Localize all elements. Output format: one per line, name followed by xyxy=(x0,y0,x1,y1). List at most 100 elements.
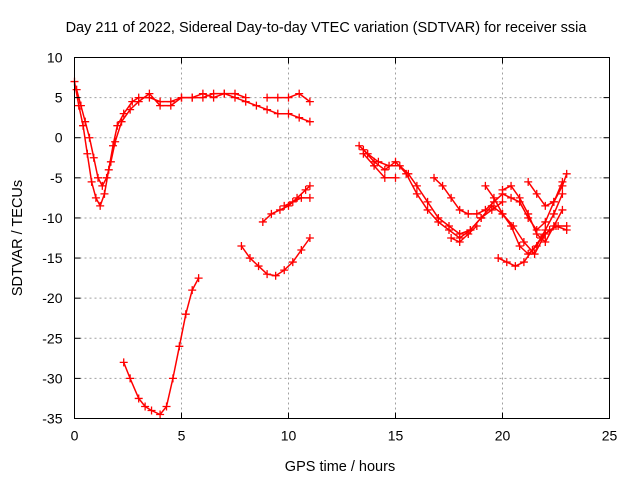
data-point xyxy=(87,177,96,186)
data-point xyxy=(481,205,490,214)
data-series xyxy=(447,221,481,247)
data-series xyxy=(430,173,567,234)
data-point xyxy=(134,97,143,106)
data-point xyxy=(380,165,389,174)
data-point xyxy=(549,197,558,206)
data-point xyxy=(241,93,250,102)
y-tick-label: 10 xyxy=(47,50,63,66)
data-point xyxy=(273,109,282,118)
data-point xyxy=(188,286,197,295)
y-tick-label: -10 xyxy=(42,210,62,226)
data-point xyxy=(498,185,507,194)
x-tick-label: 5 xyxy=(178,428,186,444)
data-point xyxy=(284,93,293,102)
series-trace xyxy=(433,177,564,231)
data-point xyxy=(402,169,411,178)
data-point xyxy=(464,229,473,238)
y-tick-label: -5 xyxy=(50,170,63,186)
data-point xyxy=(81,117,90,126)
data-point xyxy=(447,234,456,242)
data-point xyxy=(177,93,186,102)
data-point xyxy=(472,221,481,230)
data-point xyxy=(85,133,94,142)
data-point xyxy=(245,254,254,263)
data-point xyxy=(370,161,379,170)
y-tick-label: -15 xyxy=(42,250,62,266)
data-point xyxy=(263,270,272,279)
data-point xyxy=(194,274,203,283)
x-tick-label: 0 xyxy=(71,428,79,444)
y-tick-label: 0 xyxy=(55,130,63,146)
y-tick-label: -20 xyxy=(42,290,62,306)
series-trace xyxy=(362,149,503,239)
data-point xyxy=(166,101,175,110)
y-tick-label: 5 xyxy=(55,90,63,106)
data-point xyxy=(156,410,165,419)
data-point xyxy=(147,406,156,415)
data-point xyxy=(198,89,207,98)
data-point xyxy=(267,209,276,218)
data-point xyxy=(288,197,297,206)
data-point xyxy=(305,117,314,126)
data-point xyxy=(295,89,304,98)
data-point xyxy=(301,185,310,194)
data-point xyxy=(507,181,516,190)
data-point xyxy=(445,225,453,234)
data-point xyxy=(168,374,177,383)
data-point xyxy=(541,201,550,210)
data-point xyxy=(275,205,284,214)
data-point xyxy=(145,89,154,98)
data-point xyxy=(297,193,306,202)
axis-ticks: 0 5 10 15 20 25 10 5 0 -5 -10 -15 -20 -25 -30 -35 xyxy=(42,50,617,444)
data-point xyxy=(507,193,516,202)
data-series xyxy=(498,181,567,247)
series-trace xyxy=(502,185,564,243)
data-point xyxy=(156,101,165,110)
series-trace xyxy=(262,185,311,223)
data-point xyxy=(175,342,184,351)
data-point xyxy=(430,173,439,182)
data-point xyxy=(280,201,289,210)
data-point xyxy=(280,266,289,275)
data-point xyxy=(502,258,511,267)
series-trace xyxy=(283,197,310,207)
data-point xyxy=(83,149,92,158)
data-series xyxy=(263,89,314,106)
data-point xyxy=(119,358,128,367)
data-point xyxy=(464,209,473,218)
data-point xyxy=(162,402,171,411)
data-point xyxy=(562,221,571,230)
data-point xyxy=(549,221,558,230)
data-point xyxy=(355,141,364,150)
series-trace xyxy=(123,277,200,416)
plot-frame xyxy=(74,57,610,419)
data-series xyxy=(237,234,314,280)
data-point xyxy=(188,93,197,102)
data-point xyxy=(141,402,150,411)
data-point xyxy=(237,242,246,251)
grid xyxy=(74,57,610,419)
data-point xyxy=(98,181,107,190)
data-point xyxy=(220,89,229,98)
y-axis-label: SDTVAR / TECUs xyxy=(10,180,26,296)
data-point xyxy=(117,117,126,126)
data-point xyxy=(231,89,239,98)
data-series xyxy=(72,85,250,190)
data-point xyxy=(412,189,421,198)
data-point xyxy=(519,258,528,267)
data-point xyxy=(134,394,143,403)
data-point xyxy=(558,205,567,214)
data-point xyxy=(423,205,432,214)
data-series xyxy=(494,221,571,271)
data-point xyxy=(271,271,280,280)
x-tick-label: 20 xyxy=(495,428,511,444)
data-point xyxy=(100,189,109,198)
series-trace xyxy=(527,173,568,207)
data-point xyxy=(263,105,272,114)
data-point xyxy=(102,173,111,182)
data-point xyxy=(524,177,533,186)
data-series xyxy=(359,145,507,242)
data-point xyxy=(532,189,541,198)
data-point xyxy=(297,246,306,255)
